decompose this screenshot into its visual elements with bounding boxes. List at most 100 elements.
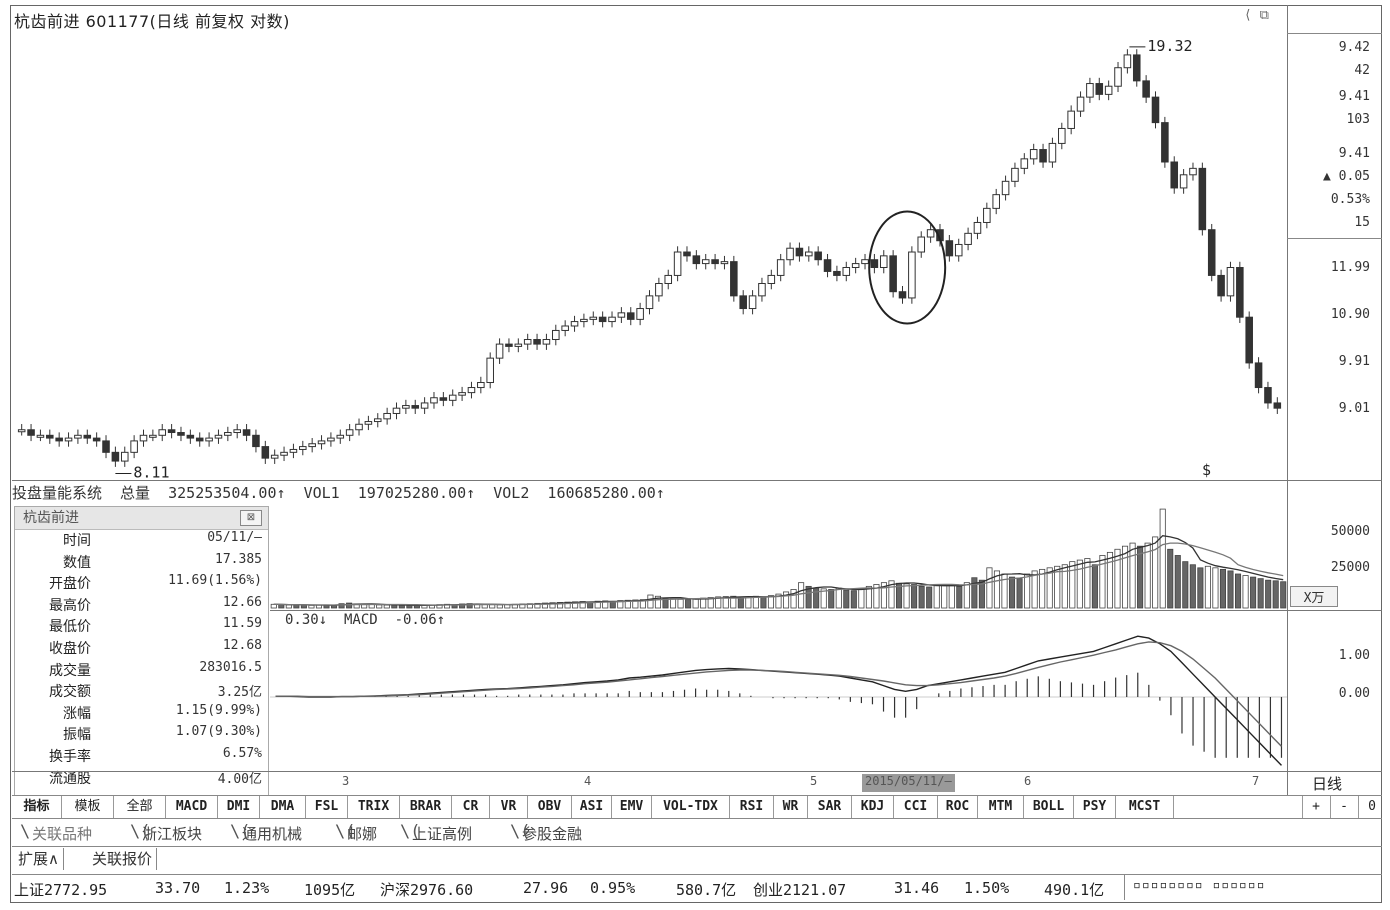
indicator-tab-sar[interactable]: SAR — [808, 796, 852, 818]
highlight-circle — [868, 210, 947, 325]
candle-body — [767, 274, 776, 284]
volume-chart[interactable] — [270, 500, 1287, 610]
pane-divider — [270, 610, 1382, 611]
candle-body — [383, 412, 391, 420]
candle-body — [1170, 161, 1179, 189]
candle-body — [776, 259, 785, 276]
indicator-tab-cr[interactable]: CR — [452, 796, 490, 818]
candle-body — [570, 321, 579, 327]
period-selector[interactable]: 日线 — [1312, 775, 1343, 793]
volume-bar — [948, 584, 955, 609]
candle — [477, 376, 485, 394]
candlestick-chart[interactable]: 19.32 8.11 $ — [12, 30, 1287, 480]
indicator-tab-rsi[interactable]: RSI — [730, 796, 774, 818]
candle — [46, 429, 54, 444]
window-controls[interactable]: ⟨ ⧉ — [1244, 8, 1269, 23]
info-row-volume: 成交量 283016.5 — [15, 660, 268, 682]
date-tick: 4 — [584, 774, 592, 788]
indicator-tab-wr[interactable]: WR — [774, 796, 808, 818]
sector-tab[interactable]: 参股金融 — [522, 825, 583, 843]
volume-bar — [1061, 564, 1068, 609]
info-window-title-bar[interactable]: 杭齿前进 ⊠ — [15, 507, 268, 530]
indicator-tab-roc[interactable]: ROC — [938, 796, 978, 818]
candle-body — [823, 259, 832, 272]
indicator-tab-mtm[interactable]: MTM — [978, 796, 1024, 818]
candle-body — [167, 429, 176, 434]
indicator-tab-emv[interactable]: EMV — [612, 796, 652, 818]
volume-bar — [391, 604, 398, 609]
hs-amount: 580.7亿 — [676, 881, 737, 899]
indicator-tab-dmi[interactable]: DMI — [218, 796, 260, 818]
volume-bar — [1069, 561, 1076, 609]
dollar-marker: $ — [1202, 461, 1211, 479]
indicator-tab-[interactable]: 全部 — [114, 796, 166, 818]
candle — [580, 313, 588, 328]
sector-tab[interactable]: 关联品种 — [32, 825, 93, 843]
candle-body — [102, 440, 110, 453]
volume-bar — [775, 593, 782, 609]
indicator-tab-kdj[interactable]: KDJ — [852, 796, 894, 818]
indicator-tab-psy[interactable]: PSY — [1074, 796, 1116, 818]
axis-separator — [1287, 33, 1382, 34]
candle — [1179, 169, 1188, 194]
indicator-tab-dma[interactable]: DMA — [260, 796, 306, 818]
stock-title: 杭齿前进 601177(日线 前复权 对数) — [14, 12, 290, 31]
volume-bar — [956, 585, 963, 609]
candle-body — [580, 318, 588, 323]
candle-body — [1058, 127, 1066, 144]
related-quote-button[interactable]: 关联报价 — [88, 848, 158, 870]
candle-body — [983, 207, 991, 223]
hs-index[interactable]: 沪深2976.60 — [380, 881, 474, 899]
expand-button[interactable]: 扩展∧ — [14, 848, 64, 870]
zoom-in-button[interactable]: + — [1302, 796, 1329, 818]
volume-bar — [308, 604, 315, 609]
candle — [589, 311, 598, 326]
volume-tick: 25000 — [1330, 560, 1370, 575]
cy-index[interactable]: 创业2121.07 — [753, 881, 847, 899]
indicator-tab-asi[interactable]: ASI — [572, 796, 612, 818]
sector-tab[interactable]: 邮娜 — [347, 825, 378, 843]
indicator-tab-voltdx[interactable]: VOL-TDX — [652, 796, 730, 818]
tab-separator: \( — [230, 822, 251, 842]
candle — [645, 290, 654, 315]
candle — [186, 429, 195, 444]
reset-button[interactable]: 0 — [1358, 796, 1385, 818]
zoom-out-button[interactable]: - — [1330, 796, 1357, 818]
status-icon-strip[interactable]: ▫▫▫▫▫▫▫▫ ▫▫▫▫▫▫ — [1133, 878, 1266, 893]
indicator-tab-mcst[interactable]: MCST — [1116, 796, 1174, 818]
indicator-tab-macd[interactable]: MACD — [166, 796, 218, 818]
sector-tab[interactable]: 通用机械 — [242, 825, 303, 843]
info-label: 流通股 — [49, 770, 91, 787]
indicator-tab-cci[interactable]: CCI — [894, 796, 938, 818]
candle — [242, 424, 251, 442]
info-value: 12.68 — [222, 637, 262, 653]
candle — [823, 253, 832, 278]
close-icon[interactable]: ⊠ — [240, 510, 262, 526]
indicator-tab-boll[interactable]: BOLL — [1024, 796, 1074, 818]
candle-body — [673, 251, 682, 276]
indicator-tab-[interactable]: 指标 — [12, 796, 62, 818]
indicator-tab-trix[interactable]: TRIX — [348, 796, 400, 818]
volume-bar — [835, 587, 842, 609]
candle — [383, 407, 391, 425]
volume-bar — [1076, 559, 1083, 609]
volume-bar — [873, 584, 880, 609]
volume-bar — [338, 603, 345, 609]
macd-chart[interactable] — [270, 615, 1287, 770]
indicator-tab-obv[interactable]: OBV — [528, 796, 572, 818]
indicator-tab-fsl[interactable]: FSL — [306, 796, 348, 818]
sector-tab[interactable]: 浙江板块 — [142, 825, 203, 843]
indicator-tab-vr[interactable]: VR — [490, 796, 528, 818]
data-info-window[interactable]: 杭齿前进 ⊠ 时间 05/11/— 数值 17.385 开盘价 11.69(1.56%… — [14, 506, 269, 796]
sector-tab[interactable]: 上证高例 — [412, 825, 473, 843]
candle-body — [17, 429, 26, 433]
volume-bar — [285, 604, 292, 609]
candle-body — [795, 247, 804, 257]
sh-index[interactable]: 上证2772.95 — [14, 881, 108, 899]
candle — [364, 415, 373, 431]
status-icons[interactable]: ▫▫▫▫▫▫▫▫ ▫▫▫▫▫▫ — [1124, 874, 1295, 900]
indicator-tab-brar[interactable]: BRAR — [400, 796, 452, 818]
candle-body — [1273, 402, 1282, 409]
candle-body — [27, 429, 35, 436]
indicator-tab-[interactable]: 模板 — [62, 796, 114, 818]
